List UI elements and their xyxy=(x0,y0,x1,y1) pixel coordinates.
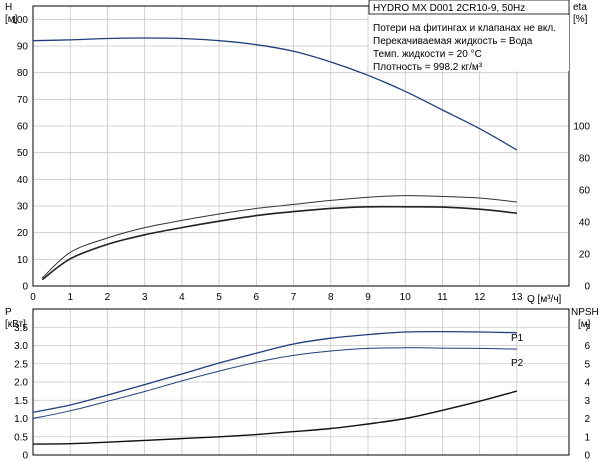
left-tick-label: 80 xyxy=(17,68,29,79)
head-series-2-line xyxy=(41,205,517,281)
left-tick-label: 50 xyxy=(17,148,29,159)
right-tick-label: 6 xyxy=(584,341,590,352)
head-series-0-line xyxy=(32,37,518,151)
p1-series-label: P1 xyxy=(511,333,524,344)
power-series-0-line xyxy=(32,330,517,413)
left-tick-label: 40 xyxy=(17,175,29,186)
x-tick-label: 12 xyxy=(474,292,486,303)
power-tick-labels: 0 0.5 1.0 1.5 2.0 2.5 3.0 3.5 0 1 2 3 4 5 6 7 xyxy=(14,323,590,460)
x-tick-label: 2 xyxy=(105,292,111,303)
power-series-1-line xyxy=(32,347,517,419)
right-tick-label: 40 xyxy=(579,218,591,229)
x-tick-label: 3 xyxy=(142,292,148,303)
left-tick-label: 1.5 xyxy=(14,396,28,407)
left-tick-label: 30 xyxy=(17,202,29,213)
x-tick-label: 9 xyxy=(365,292,371,303)
right-tick-label: 1 xyxy=(584,432,590,443)
note-fittings: Потери на фитингах и клапанах не вкл. xyxy=(373,22,556,34)
x-tick-label: 13 xyxy=(511,292,523,303)
info-box: HYDRO MX D001 2CR10-9, 50Hz Потери на фи… xyxy=(368,0,570,73)
head-axis-unit: [м] xyxy=(5,14,18,25)
right-tick-label: 80 xyxy=(579,154,591,165)
x-tick-label: 8 xyxy=(328,292,334,303)
head-efficiency-curves xyxy=(32,37,518,281)
right-tick-label: 0 xyxy=(584,282,590,293)
right-tick-label: 20 xyxy=(579,250,591,261)
notes-background xyxy=(369,15,569,71)
x-tick-label: 6 xyxy=(254,292,260,303)
x-tick-label: 4 xyxy=(179,292,185,303)
power-axis-unit: [кВт] xyxy=(5,319,26,330)
title-box xyxy=(368,0,570,15)
right-tick-label: 3 xyxy=(584,396,590,407)
left-tick-label: 70 xyxy=(17,95,29,106)
right-tick-label: 7 xyxy=(584,323,590,334)
left-tick-label: 0.5 xyxy=(14,432,28,443)
chart-title: HYDRO MX D001 2CR10-9, 50Hz xyxy=(373,3,525,14)
right-tick-label: 100 xyxy=(573,122,590,133)
plot-frame xyxy=(32,5,570,287)
right-tick-label: 0 xyxy=(584,451,590,460)
left-tick-label: 0 xyxy=(22,282,28,293)
power-npsh-panel: 0 0.5 1.0 1.5 2.0 2.5 3.0 3.5 0 1 2 3 4 5 6 7 P [кВт] N… xyxy=(5,307,599,460)
x-tick-label: 0 xyxy=(30,292,36,303)
power-axis-title: P xyxy=(5,307,12,318)
note-liquid: Перекачиваемая жидкость = Вода xyxy=(373,36,533,47)
left-tick-label: 1.0 xyxy=(14,414,28,425)
efficiency-axis-title: eta xyxy=(573,2,587,13)
right-tick-label: 5 xyxy=(584,359,590,370)
p2-series-label: P2 xyxy=(511,358,524,369)
power-npsh-curves xyxy=(32,330,518,445)
x-tick-label: 11 xyxy=(437,292,448,303)
head-axis-title: H xyxy=(5,2,12,13)
left-tick-label: 100 xyxy=(11,15,28,26)
left-tick-label: 3.5 xyxy=(14,323,28,334)
left-tick-label: 0 xyxy=(22,451,28,460)
note-density: Плотность = 998.2 кг/м³ xyxy=(373,62,483,73)
efficiency-axis-unit: [%] xyxy=(573,14,588,25)
right-tick-label: 60 xyxy=(579,186,591,197)
left-tick-label: 60 xyxy=(17,122,29,133)
left-tick-label: 20 xyxy=(17,228,29,239)
plot-frame xyxy=(32,308,570,456)
left-tick-label: 3.0 xyxy=(14,341,28,352)
head-series-1-line xyxy=(41,195,517,279)
x-tick-label: 5 xyxy=(216,292,222,303)
x-tick-label: 10 xyxy=(400,292,412,303)
note-temperature: Темп. жидкости = 20 °C xyxy=(373,49,482,60)
head-tick-labels: 0 1 2 3 4 5 6 7 8 9 10 11 12 130102030405060708090100… xyxy=(11,15,590,303)
right-tick-label: 4 xyxy=(584,378,590,389)
left-tick-label: 90 xyxy=(17,42,29,53)
power-series-2-line xyxy=(32,390,518,445)
head-efficiency-panel: 0 1 2 3 4 5 6 7 8 9 10 11 12 130102030405060708090100… xyxy=(5,0,590,305)
npsh-axis-title: NPSH xyxy=(571,307,599,318)
right-tick-label: 2 xyxy=(584,414,590,425)
left-tick-label: 2.5 xyxy=(14,359,28,370)
npsh-axis-unit: [м] xyxy=(578,319,591,330)
x-tick-label: 7 xyxy=(291,292,297,303)
x-tick-label: 1 xyxy=(67,292,73,303)
left-tick-label: 10 xyxy=(17,255,29,266)
left-tick-label: 2.0 xyxy=(14,378,28,389)
flow-axis-label: Q [м³/ч] xyxy=(527,294,562,305)
power-grid xyxy=(32,308,570,456)
